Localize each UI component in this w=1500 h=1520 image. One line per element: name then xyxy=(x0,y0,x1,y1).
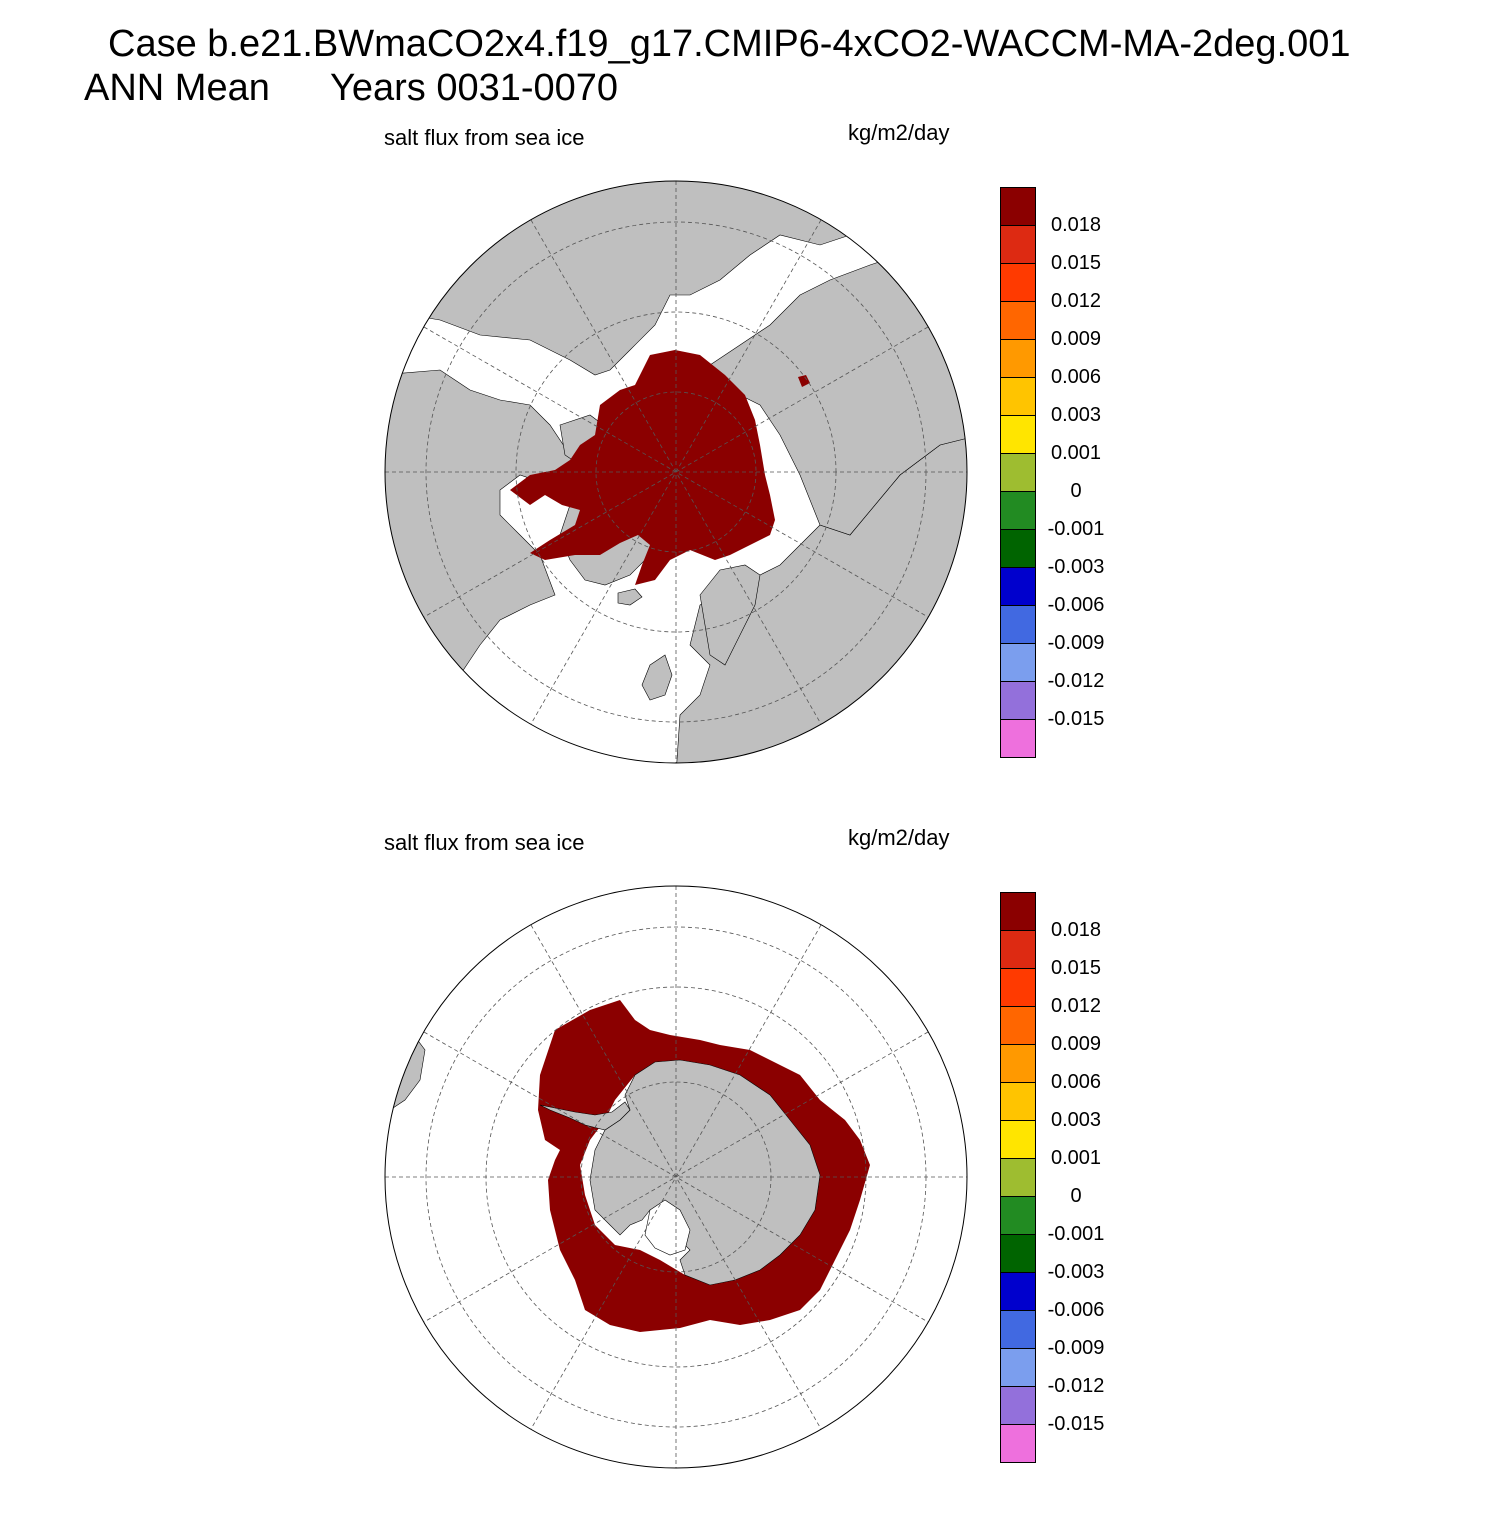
colorbar-label: 0.015 xyxy=(1050,252,1102,274)
colorbar-swatch xyxy=(1000,1120,1036,1158)
colorbar-swatch xyxy=(1000,930,1036,968)
colorbar-swatch xyxy=(1000,491,1036,529)
colorbar-label: 0.009 xyxy=(1050,328,1102,350)
colorbar-label: 0.012 xyxy=(1050,290,1102,312)
colorbar-swatch xyxy=(1000,453,1036,491)
colorbar-label: -0.003 xyxy=(1047,556,1105,578)
graticule xyxy=(385,181,967,763)
salt-flux-field-okhotsk xyxy=(798,375,810,387)
colorbar-swatch xyxy=(1000,719,1036,758)
colorbar-label: 0.015 xyxy=(1050,957,1102,979)
colorbar-label: 0.003 xyxy=(1050,1109,1102,1131)
graticule xyxy=(385,886,967,1468)
colorbar-swatch xyxy=(1000,301,1036,339)
colorbar-swatch xyxy=(1000,1234,1036,1272)
colorbar-swatch xyxy=(1000,263,1036,301)
colorbar-swatch xyxy=(1000,1386,1036,1424)
colorbar-swatch xyxy=(1000,567,1036,605)
colorbar-label: -0.012 xyxy=(1047,1375,1105,1397)
south-polar-map xyxy=(384,885,968,1469)
colorbar-label: -0.001 xyxy=(1047,1223,1105,1245)
colorbar-label: -0.009 xyxy=(1047,632,1105,654)
colorbar-label: 0.009 xyxy=(1050,1033,1102,1055)
panel-title: salt flux from sea ice xyxy=(384,830,585,855)
salt-flux-field-southern-ocean xyxy=(538,1000,870,1332)
colorbar-label: 0 xyxy=(1070,480,1082,502)
panel-units: kg/m2/day xyxy=(848,120,950,145)
colorbar-swatch xyxy=(1000,529,1036,567)
colorbar-label: -0.015 xyxy=(1047,1413,1105,1435)
season-title: ANN Mean xyxy=(84,67,270,109)
south-panel: salt flux from sea ice kg/m2/day xyxy=(0,820,1500,1520)
colorbar-label: 0.003 xyxy=(1050,404,1102,426)
map-boundary xyxy=(384,885,968,1469)
land-siberia xyxy=(679,254,967,536)
colorbar-label: 0.012 xyxy=(1050,995,1102,1017)
colorbar-swatch xyxy=(1000,1006,1036,1044)
north-polar-map xyxy=(384,180,968,764)
land-scandinavia xyxy=(699,564,761,666)
panel-title: salt flux from sea ice xyxy=(384,125,585,150)
colorbar-swatch xyxy=(1000,968,1036,1006)
colorbar-swatch xyxy=(1000,339,1036,377)
colorbar-label: 0.001 xyxy=(1050,1147,1102,1169)
colorbar-swatch xyxy=(1000,1196,1036,1234)
colorbar-label: 0.018 xyxy=(1050,919,1102,941)
colorbar-swatch xyxy=(1000,1424,1036,1463)
colorbar-swatch xyxy=(1000,1348,1036,1386)
land-iceland xyxy=(617,588,643,606)
colorbar-swatch xyxy=(1000,1082,1036,1120)
colorbar-label: -0.003 xyxy=(1047,1261,1105,1283)
colorbar-label: 0.006 xyxy=(1050,1071,1102,1093)
colorbar-label: -0.001 xyxy=(1047,518,1105,540)
land-uk xyxy=(641,654,673,701)
colorbar-label: 0 xyxy=(1070,1185,1082,1207)
colorbar-label: -0.015 xyxy=(1047,708,1105,730)
land-antarctic-peninsula xyxy=(539,1101,631,1131)
colorbar xyxy=(1000,187,1036,758)
colorbar-label: 0.006 xyxy=(1050,366,1102,388)
north-panel: salt flux from sea ice kg/m2/day xyxy=(0,115,1500,815)
colorbar-swatch xyxy=(1000,681,1036,719)
colorbar-swatch xyxy=(1000,225,1036,263)
colorbar-swatch xyxy=(1000,187,1036,225)
colorbar-swatch xyxy=(1000,415,1036,453)
colorbar-swatch xyxy=(1000,1310,1036,1348)
salt-flux-field-arctic xyxy=(510,350,775,585)
colorbar-label: 0.018 xyxy=(1050,214,1102,236)
colorbar-swatch xyxy=(1000,643,1036,681)
years-title: Years 0031-0070 xyxy=(330,67,619,109)
map-boundary xyxy=(384,180,968,764)
colorbar-swatch xyxy=(1000,1158,1036,1196)
colorbar-label: -0.006 xyxy=(1047,1299,1105,1321)
ross-ice-shelf xyxy=(644,1199,691,1256)
colorbar-swatch xyxy=(1000,1272,1036,1310)
land-antarctica xyxy=(589,1059,821,1286)
colorbar-label: -0.012 xyxy=(1047,670,1105,692)
colorbar-swatch xyxy=(1000,1044,1036,1082)
colorbar-label: -0.009 xyxy=(1047,1337,1105,1359)
colorbar-swatch xyxy=(1000,377,1036,415)
panel-units: kg/m2/day xyxy=(848,825,950,850)
colorbar-label: -0.006 xyxy=(1047,594,1105,616)
case-title: Case b.e21.BWmaCO2x4.f19_g17.CMIP6-4xCO2… xyxy=(108,23,1351,65)
colorbar-swatch xyxy=(1000,605,1036,643)
colorbar-label: 0.001 xyxy=(1050,442,1102,464)
colorbar xyxy=(1000,892,1036,1463)
colorbar-swatch xyxy=(1000,892,1036,930)
